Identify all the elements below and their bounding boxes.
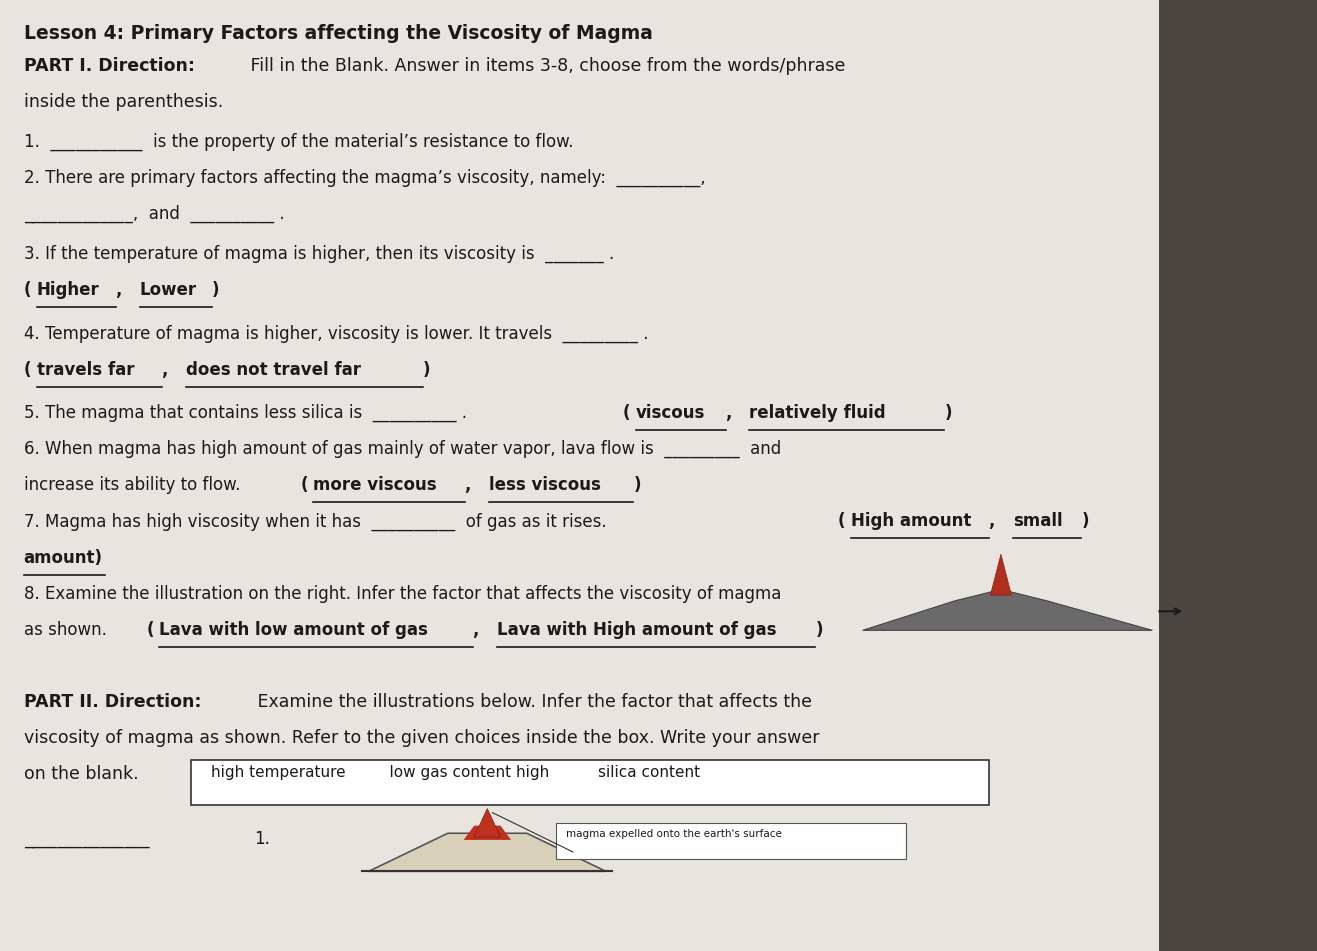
Text: 7. Magma has high viscosity when it has  __________  of gas as it rises.: 7. Magma has high viscosity when it has … — [24, 513, 616, 531]
Text: 8. Examine the illustration on the right. Infer the factor that affects the visc: 8. Examine the illustration on the right… — [24, 585, 781, 603]
Text: Examine the illustrations below. Infer the factor that affects the: Examine the illustrations below. Infer t… — [252, 693, 811, 711]
Text: Higher: Higher — [37, 281, 100, 300]
FancyBboxPatch shape — [0, 0, 1159, 951]
Text: (: ( — [24, 281, 32, 300]
Text: PART I. Direction:: PART I. Direction: — [24, 57, 195, 75]
Text: does not travel far: does not travel far — [186, 360, 361, 378]
Text: amount): amount) — [24, 549, 103, 567]
Text: 6. When magma has high amount of gas mainly of water vapor, lava flow is  ______: 6. When magma has high amount of gas mai… — [24, 440, 781, 458]
Text: (: ( — [24, 360, 32, 378]
Text: viscous: viscous — [636, 404, 706, 422]
Text: (: ( — [146, 621, 154, 639]
Text: 5. The magma that contains less silica is  __________ .: 5. The magma that contains less silica i… — [24, 404, 477, 422]
FancyBboxPatch shape — [1159, 0, 1317, 951]
Text: magma expelled onto the earth's surface: magma expelled onto the earth's surface — [566, 829, 782, 840]
Text: ): ) — [944, 404, 952, 422]
Text: ,: , — [473, 621, 485, 639]
FancyBboxPatch shape — [191, 760, 989, 805]
Polygon shape — [990, 554, 1011, 595]
Text: travels far: travels far — [37, 360, 134, 378]
Text: Lava with low amount of gas: Lava with low amount of gas — [159, 621, 428, 639]
Text: ): ) — [633, 476, 641, 495]
Text: 2. There are primary factors affecting the magma’s viscosity, namely:  _________: 2. There are primary factors affecting t… — [24, 169, 706, 187]
Text: ,: , — [116, 281, 128, 300]
Polygon shape — [464, 825, 511, 840]
Text: small: small — [1013, 513, 1063, 531]
Text: relatively fluid: relatively fluid — [749, 404, 886, 422]
Polygon shape — [474, 808, 500, 837]
Text: inside the parenthesis.: inside the parenthesis. — [24, 93, 223, 111]
Text: ): ) — [815, 621, 823, 639]
Text: as shown.: as shown. — [24, 621, 117, 639]
Text: _______________: _______________ — [24, 830, 149, 848]
Text: ,: , — [162, 360, 174, 378]
Text: ): ) — [212, 281, 220, 300]
Text: _____________,  and  __________ .: _____________, and __________ . — [24, 205, 284, 223]
Text: PART II. Direction:: PART II. Direction: — [24, 693, 202, 711]
Text: more viscous: more viscous — [313, 476, 437, 495]
Text: (: ( — [623, 404, 631, 422]
Text: High amount: High amount — [851, 513, 971, 531]
Text: ): ) — [1081, 513, 1089, 531]
Text: Lower: Lower — [140, 281, 196, 300]
Text: (: ( — [838, 513, 846, 531]
Text: 1.: 1. — [254, 830, 270, 848]
Text: viscosity of magma as shown. Refer to the given choices inside the box. Write yo: viscosity of magma as shown. Refer to th… — [24, 729, 819, 747]
Text: high temperature         low gas content high          silica content: high temperature low gas content high si… — [211, 766, 699, 781]
Text: increase its ability to flow.: increase its ability to flow. — [24, 476, 250, 495]
Text: Lava with High amount of gas: Lava with High amount of gas — [497, 621, 776, 639]
Text: ,: , — [465, 476, 477, 495]
Text: (: ( — [300, 476, 308, 495]
Text: ,: , — [726, 404, 738, 422]
FancyBboxPatch shape — [556, 823, 906, 859]
Text: 3. If the temperature of magma is higher, then its viscosity is  _______ .: 3. If the temperature of magma is higher… — [24, 245, 614, 263]
Polygon shape — [863, 590, 1152, 631]
Text: ,: , — [989, 513, 1001, 531]
Text: Fill in the Blank. Answer in items 3-8, choose from the words/phrase: Fill in the Blank. Answer in items 3-8, … — [245, 57, 846, 75]
Text: Lesson 4: Primary Factors affecting the Viscosity of Magma: Lesson 4: Primary Factors affecting the … — [24, 24, 653, 43]
Text: on the blank.: on the blank. — [24, 766, 138, 784]
Text: less viscous: less viscous — [489, 476, 601, 495]
Text: 4. Temperature of magma is higher, viscosity is lower. It travels  _________ .: 4. Temperature of magma is higher, visco… — [24, 324, 648, 342]
Polygon shape — [369, 833, 606, 871]
Text: ): ) — [423, 360, 431, 378]
Text: 1.  ___________  is the property of the material’s resistance to flow.: 1. ___________ is the property of the ma… — [24, 133, 573, 151]
